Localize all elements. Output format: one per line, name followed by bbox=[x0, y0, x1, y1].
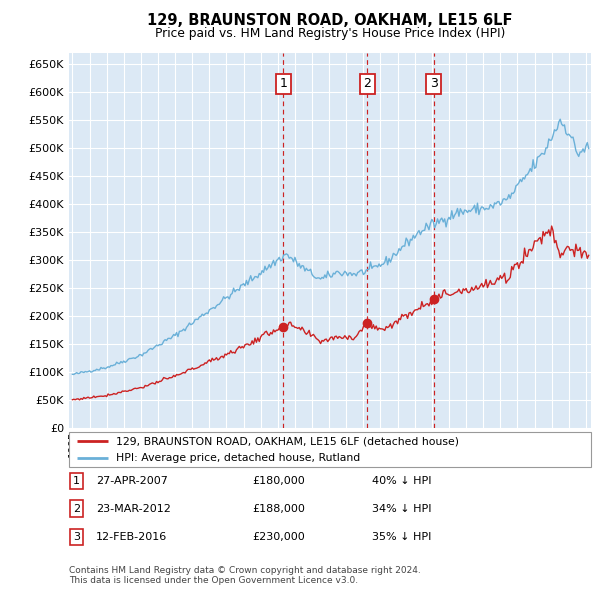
Text: 3: 3 bbox=[73, 532, 80, 542]
Text: £230,000: £230,000 bbox=[252, 532, 305, 542]
Text: HPI: Average price, detached house, Rutland: HPI: Average price, detached house, Rutl… bbox=[116, 453, 360, 463]
Text: £188,000: £188,000 bbox=[252, 504, 305, 513]
Text: 1: 1 bbox=[280, 77, 287, 90]
Text: 2: 2 bbox=[363, 77, 371, 90]
Text: 27-APR-2007: 27-APR-2007 bbox=[96, 476, 168, 486]
Text: Price paid vs. HM Land Registry's House Price Index (HPI): Price paid vs. HM Land Registry's House … bbox=[155, 27, 505, 40]
Text: 23-MAR-2012: 23-MAR-2012 bbox=[96, 504, 171, 513]
Text: 129, BRAUNSTON ROAD, OAKHAM, LE15 6LF: 129, BRAUNSTON ROAD, OAKHAM, LE15 6LF bbox=[147, 13, 513, 28]
Text: 1: 1 bbox=[73, 476, 80, 486]
Text: 3: 3 bbox=[430, 77, 438, 90]
FancyBboxPatch shape bbox=[69, 432, 591, 467]
Text: 35% ↓ HPI: 35% ↓ HPI bbox=[372, 532, 431, 542]
Text: £180,000: £180,000 bbox=[252, 476, 305, 486]
Text: 129, BRAUNSTON ROAD, OAKHAM, LE15 6LF (detached house): 129, BRAUNSTON ROAD, OAKHAM, LE15 6LF (d… bbox=[116, 437, 459, 447]
Text: Contains HM Land Registry data © Crown copyright and database right 2024.
This d: Contains HM Land Registry data © Crown c… bbox=[69, 566, 421, 585]
Text: 2: 2 bbox=[73, 504, 80, 513]
Text: 12-FEB-2016: 12-FEB-2016 bbox=[96, 532, 167, 542]
Text: 34% ↓ HPI: 34% ↓ HPI bbox=[372, 504, 431, 513]
Text: 40% ↓ HPI: 40% ↓ HPI bbox=[372, 476, 431, 486]
